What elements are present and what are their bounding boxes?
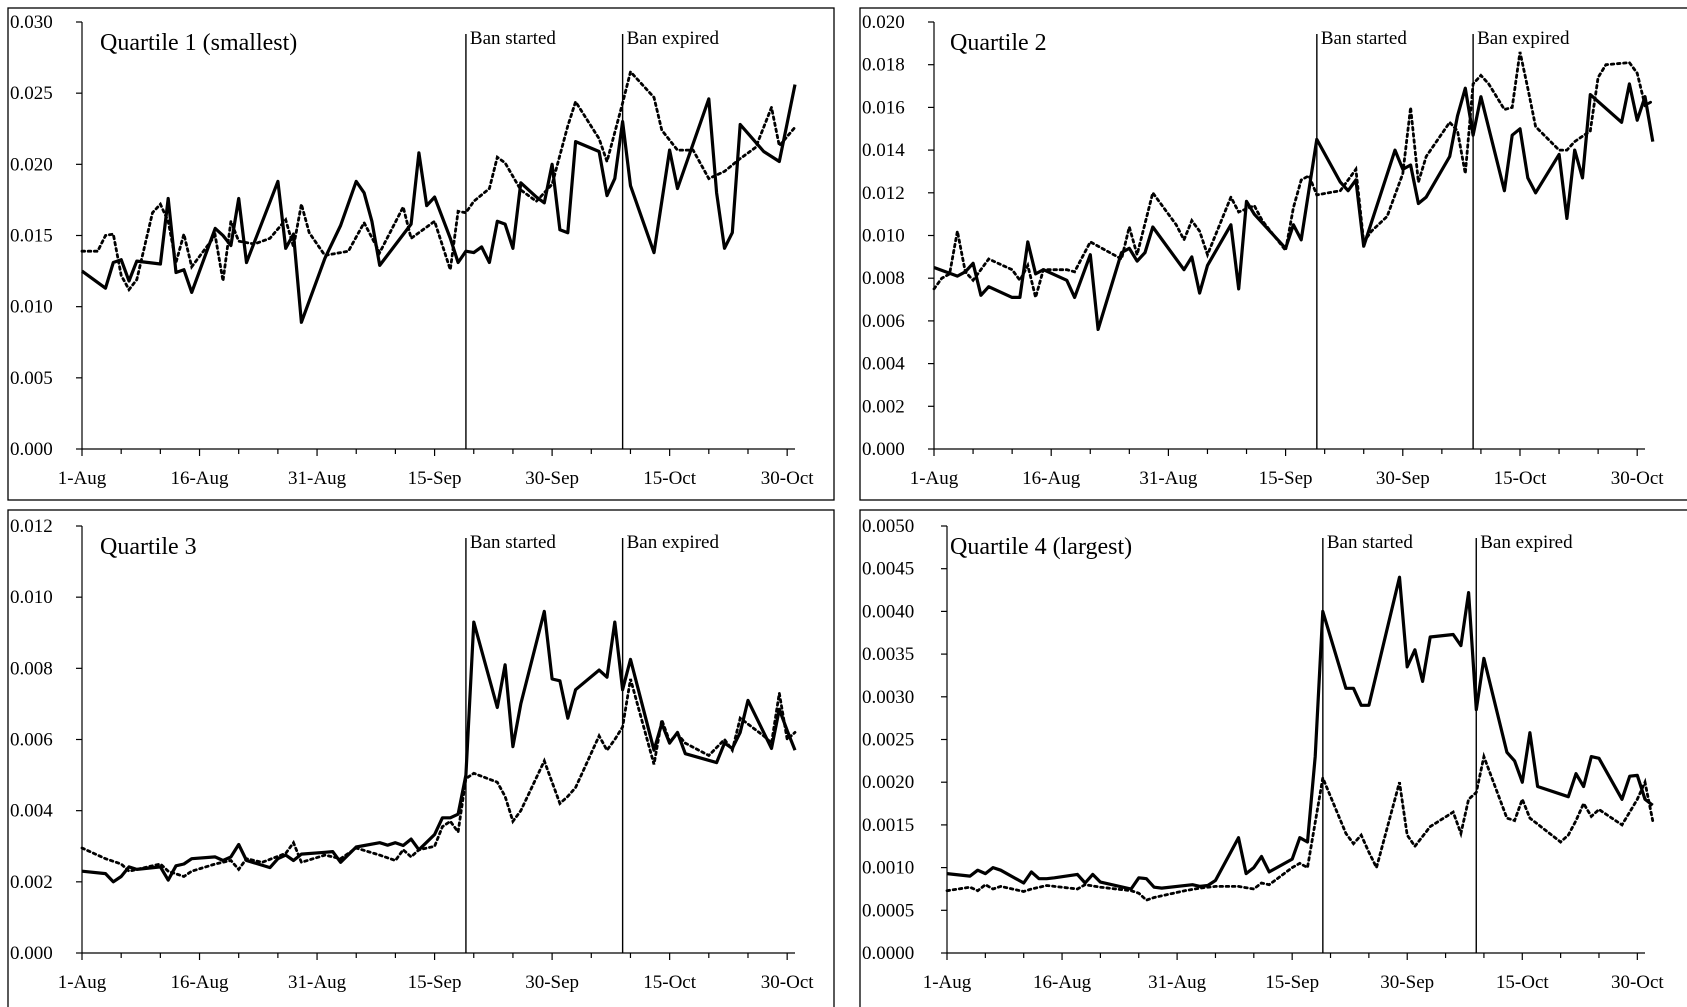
y-tick-label: 0.008: [862, 268, 905, 289]
x-tick-label: 16-Aug: [170, 468, 229, 489]
event-label-ban-expired: Ban expired: [627, 28, 720, 49]
y-tick-label: 0.002: [862, 396, 905, 417]
x-tick-label: 30-Oct: [1611, 972, 1664, 993]
y-tick-label: 0.0025: [862, 730, 914, 751]
x-tick-label: 15-Sep: [408, 468, 462, 489]
panel-frame: [7, 7, 835, 501]
y-tick-label: 0.000: [10, 439, 53, 460]
y-tick-label: 0.006: [862, 311, 905, 332]
y-tick-label: 0.014: [862, 140, 905, 161]
chart-panel-3: 0.000 0.002 0.004 0.006 0.008 0.010 0.012 1-Aug…: [7, 509, 835, 1007]
event-label-ban-started: Ban started: [470, 532, 557, 553]
x-tick-label: 30-Sep: [1376, 468, 1430, 489]
y-tick-label: 0.0010: [862, 858, 914, 879]
y-tick-label: 0.030: [10, 12, 53, 33]
y-tick-label: 0.0030: [862, 687, 914, 708]
y-tick-label: 0.0035: [862, 644, 914, 665]
x-tick-label: 1-Aug: [910, 468, 959, 489]
y-tick-label: 0.0015: [862, 815, 914, 836]
x-tick-label: 15-Sep: [408, 972, 462, 993]
panel-frame: [859, 509, 1687, 1007]
y-tick-label: 0.0050: [862, 516, 914, 537]
y-tick-label: 0.010: [10, 587, 53, 608]
x-tick-label: 15-Sep: [1259, 468, 1313, 489]
y-tick-label: 0.0040: [862, 601, 914, 622]
y-tick-label: 0.0000: [862, 943, 914, 964]
x-tick-label: 30-Oct: [761, 468, 814, 489]
event-label-ban-started: Ban started: [470, 28, 557, 49]
x-tick-label: 1-Aug: [923, 972, 972, 993]
y-tick-label: 0.012: [10, 516, 53, 537]
event-label-ban-started: Ban started: [1327, 532, 1414, 553]
series-dotted-line: [80, 68, 797, 293]
y-tick-label: 0.016: [862, 97, 905, 118]
panel-frame: [859, 7, 1687, 501]
y-tick-label: 0.012: [862, 183, 905, 204]
x-tick-label: 1-Aug: [58, 972, 107, 993]
series-solid-line: [81, 609, 797, 884]
y-tick-label: 0.015: [10, 226, 53, 247]
y-tick-label: 0.004: [10, 801, 53, 822]
panel-title: Quartile 1 (smallest): [100, 30, 297, 56]
y-tick-label: 0.025: [10, 83, 53, 104]
event-label-ban-expired: Ban expired: [627, 532, 720, 553]
x-tick-label: 30-Oct: [761, 972, 814, 993]
x-tick-label: 31-Aug: [288, 972, 347, 993]
x-tick-label: 16-Aug: [1022, 468, 1081, 489]
panel-frame: [7, 509, 835, 1007]
x-tick-label: 16-Aug: [1033, 972, 1092, 993]
event-label-ban-expired: Ban expired: [1480, 532, 1573, 553]
x-tick-label: 1-Aug: [58, 468, 107, 489]
y-tick-label: 0.020: [10, 154, 53, 175]
series-solid-line: [946, 575, 1654, 891]
y-tick-label: 0.004: [862, 354, 905, 375]
x-tick-label: 31-Aug: [288, 468, 347, 489]
y-tick-label: 0.0005: [862, 900, 914, 921]
x-tick-label: 31-Aug: [1148, 972, 1207, 993]
series-dotted-line: [945, 751, 1655, 902]
series-dotted-line: [932, 51, 1655, 303]
x-tick-label: 30-Oct: [1611, 468, 1664, 489]
x-tick-label: 15-Sep: [1265, 972, 1319, 993]
y-tick-label: 0.006: [10, 730, 53, 751]
x-tick-label: 15-Oct: [1494, 468, 1547, 489]
x-tick-label: 15-Oct: [643, 468, 696, 489]
x-tick-label: 15-Oct: [1496, 972, 1549, 993]
x-tick-label: 31-Aug: [1139, 468, 1198, 489]
y-tick-label: 0.0020: [862, 772, 914, 793]
x-tick-label: 15-Oct: [643, 972, 696, 993]
y-tick-label: 0.020: [862, 12, 905, 33]
y-tick-label: 0.018: [862, 55, 905, 76]
event-label-ban-started: Ban started: [1321, 28, 1408, 49]
panel-title: Quartile 3: [100, 534, 197, 560]
panel-title: Quartile 4 (largest): [950, 534, 1132, 560]
x-tick-label: 30-Sep: [525, 972, 579, 993]
y-tick-label: 0.008: [10, 658, 53, 679]
y-tick-label: 0.005: [10, 368, 53, 389]
x-tick-label: 30-Sep: [525, 468, 579, 489]
y-tick-label: 0.000: [862, 439, 905, 460]
series-dotted-line: [80, 678, 797, 879]
series-solid-line: [81, 84, 797, 324]
x-tick-label: 30-Sep: [1380, 972, 1434, 993]
x-tick-label: 16-Aug: [170, 972, 229, 993]
y-tick-label: 0.0045: [862, 559, 914, 580]
y-tick-label: 0.010: [862, 226, 905, 247]
chart-panel-2: 0.000 0.002 0.004 0.006 0.008 0.010 0.012 0.014…: [859, 7, 1687, 501]
y-tick-label: 0.002: [10, 872, 53, 893]
panel-title: Quartile 2: [950, 30, 1047, 56]
event-label-ban-expired: Ban expired: [1477, 28, 1570, 49]
chart-panel-1: 0.000 0.005 0.010 0.015 0.020 0.025 0.030 1-Aug…: [7, 7, 835, 501]
y-tick-label: 0.010: [10, 297, 53, 318]
y-tick-label: 0.000: [10, 943, 53, 964]
chart-panel-4: 0.0000 0.0005 0.0010 0.0015 0.0020 0.0025 0.00…: [859, 509, 1687, 1007]
